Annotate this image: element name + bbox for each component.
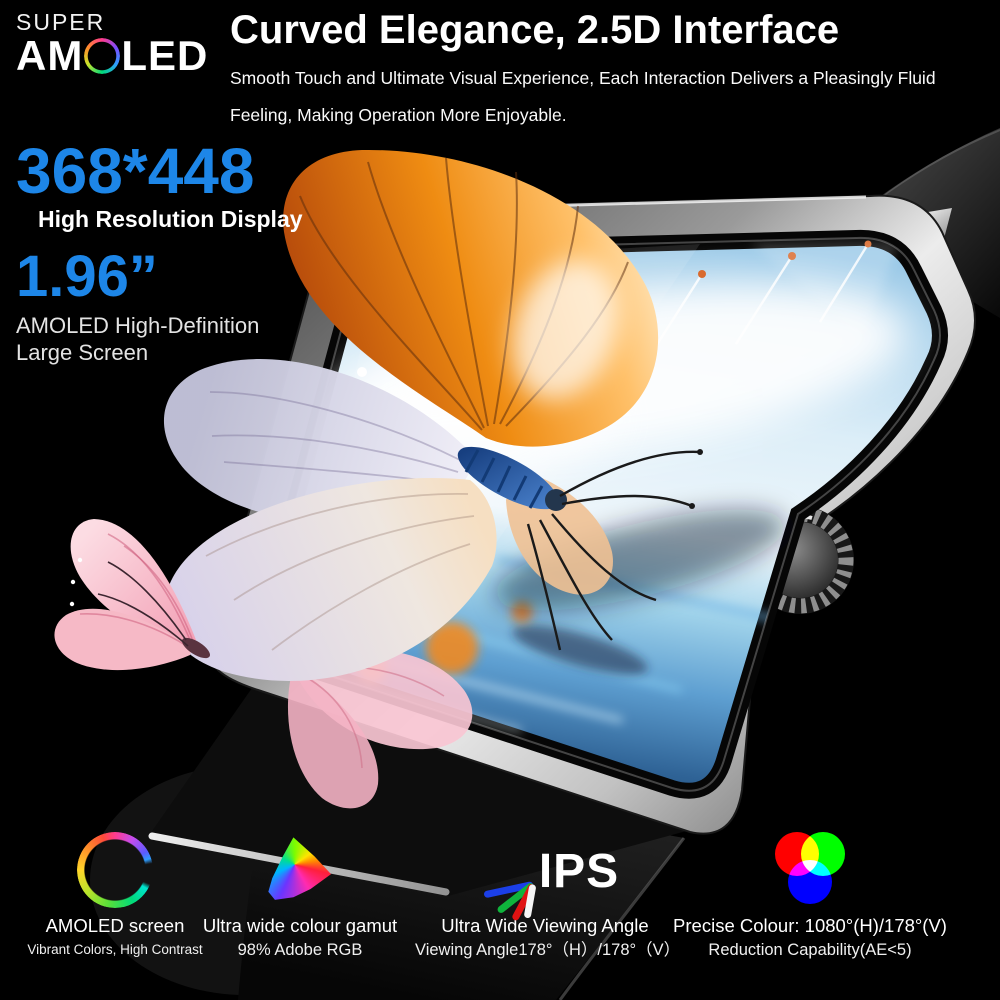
badge-amoled-suffix: LED <box>117 867 143 882</box>
feature-viewing-angle: IPS Ultra Wide Viewing Angle Viewing Ang… <box>415 832 681 962</box>
resolution-label: High Resolution Display <box>38 206 303 232</box>
subtitle-line2: Feeling, Making Operation More Enjoyable… <box>230 105 567 125</box>
feature-amoled-screen: SUPER AM LED AMOLED screen Vibrant Colors… <box>10 832 220 962</box>
brand-amoled-text: AM LED <box>16 34 208 78</box>
color-gamut-triangle-icon <box>268 837 332 900</box>
butterfly-pink-left-icon <box>54 519 210 671</box>
feature-precise-colour: Precise Colour: 1080°(H)/178°(V) Reducti… <box>655 832 965 962</box>
resolution-value: 368*448 <box>16 135 255 207</box>
spec-resolution: 368*448 High Resolution Display <box>16 138 303 233</box>
page-title: Curved Elegance, 2.5D Interface <box>230 8 840 52</box>
feature-title: Precise Colour: 1080°(H)/178°(V) <box>673 915 947 936</box>
feature-title: Ultra Wide Viewing Angle <box>441 915 649 936</box>
rainbow-ring-icon <box>84 38 121 74</box>
butterfly-main-icon <box>163 149 703 681</box>
body-stripes <box>464 449 544 509</box>
sparkle-dot <box>357 367 367 377</box>
brand-logo: SUPER AM LED <box>16 10 208 78</box>
brand-amoled-suffix: LED <box>121 32 209 79</box>
super-amoled-ring-icon: SUPER AM LED <box>77 832 153 908</box>
feature-title: AMOLED screen <box>45 915 185 936</box>
screen-size-label2: Large Screen <box>16 340 149 365</box>
feature-subtitle: Reduction Capability(AE<5) <box>708 941 912 959</box>
subtitle-line1: Smooth Touch and Ultimate Visual Experie… <box>230 68 936 88</box>
screen-size-value: 1.96” <box>16 244 158 309</box>
header: Curved Elegance, 2.5D Interface Smooth T… <box>230 6 990 134</box>
feature-colour-gamut: Ultra wide colour gamut 98% Adobe RGB <box>195 832 405 962</box>
brand-amoled-prefix: AM <box>16 32 84 79</box>
screen-size-label1: AMOLED High-Definition <box>16 313 260 338</box>
ips-logo: IPS <box>471 844 620 922</box>
feature-title: Ultra wide colour gamut <box>202 915 398 936</box>
feature-subtitle: Vibrant Colors, High Contrast <box>27 942 203 957</box>
spec-screen-size: 1.96” AMOLED High-Definition Large Scree… <box>16 246 259 366</box>
feature-subtitle: 98% Adobe RGB <box>237 941 363 959</box>
ips-logo-text: IPS <box>538 845 620 898</box>
badge-super-text: SUPER <box>100 859 130 867</box>
rgb-additive-circles-icon <box>771 832 849 908</box>
brand-super-text: SUPER <box>16 9 106 35</box>
antennae-legs <box>526 450 701 651</box>
ips-rays-icon <box>471 844 537 922</box>
badge-rainbow-o-icon <box>107 869 118 880</box>
feature-subtitle: Viewing Angle178°（H）/178°（V） <box>415 941 681 959</box>
badge-amoled-prefix: AM <box>87 867 108 882</box>
